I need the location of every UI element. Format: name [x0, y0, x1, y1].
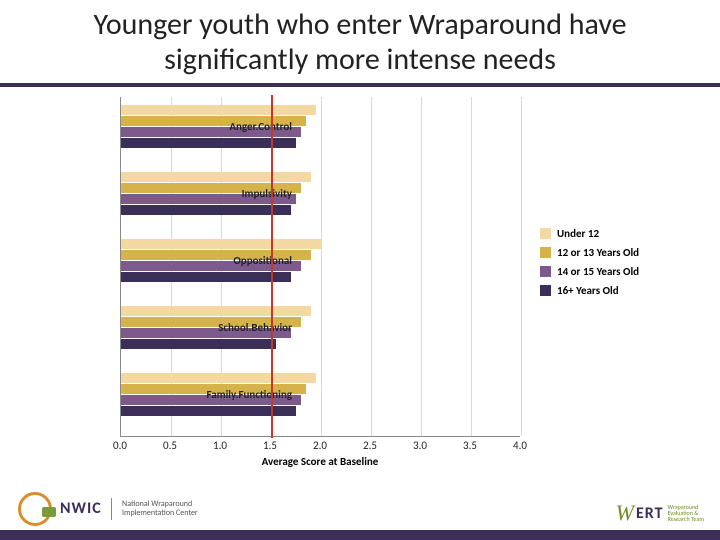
category-label: Anger.Control: [182, 120, 292, 133]
plot-region: [120, 97, 520, 437]
xaxis-tick-label: 4.0: [513, 439, 527, 452]
wert-logo: W ERT Wraparound Evaluation & Research T…: [616, 500, 704, 526]
gridline: [421, 97, 422, 436]
title-underline: [0, 83, 720, 87]
legend-item: Under 12: [540, 227, 639, 240]
legend-item: 12 or 13 Years Old: [540, 246, 639, 259]
legend-label: 12 or 13 Years Old: [557, 246, 639, 259]
bar: [121, 138, 296, 148]
legend-item: 14 or 15 Years Old: [540, 265, 639, 278]
xaxis-tick-label: 3.5: [463, 439, 477, 452]
bar: [121, 205, 291, 215]
xaxis-tick-label: 1.5: [263, 439, 277, 452]
chart-area: 0.00.51.01.52.02.53.03.54.0 Average Scor…: [120, 97, 700, 467]
wert-small: Wraparound Evaluation & Research Team: [668, 504, 704, 522]
nwic-abbr: NWIC: [60, 499, 102, 518]
wert-w-icon: W: [616, 500, 634, 526]
bar: [121, 406, 296, 416]
legend-swatch: [540, 266, 551, 277]
xaxis-tick-label: 0.0: [113, 439, 127, 452]
xaxis-tick-label: 3.0: [413, 439, 427, 452]
xaxis-tick-label: 2.0: [313, 439, 327, 452]
nwic-full: National Wraparound Implementation Cente…: [122, 500, 198, 518]
legend-swatch: [540, 228, 551, 239]
gridline: [521, 97, 522, 436]
bar: [121, 239, 321, 249]
category-label: Oppositional: [182, 254, 292, 267]
page-title: Younger youth who enter Wraparound have …: [0, 0, 720, 83]
category-label: Family.Functioning: [182, 388, 292, 401]
nwic-sep: [111, 498, 112, 520]
category-label: Impulsivity: [182, 187, 292, 200]
bar: [121, 172, 311, 182]
legend: Under 12 12 or 13 Years Old 14 or 15 Years…: [540, 227, 639, 303]
nwic-icon: [18, 492, 52, 526]
gridline: [371, 97, 372, 436]
gridline: [321, 97, 322, 436]
bar: [121, 105, 316, 115]
nwic-logo-text: NWIC National Wraparound Implementation …: [60, 498, 198, 520]
gridline: [471, 97, 472, 436]
xaxis-title: Average Score at Baseline: [120, 455, 520, 468]
wert-rest: ERT: [636, 504, 664, 523]
bar: [121, 373, 316, 383]
reference-line: [271, 95, 273, 438]
bar: [121, 272, 291, 282]
bar: [121, 306, 311, 316]
legend-label: 16+ Years Old: [557, 284, 619, 297]
xaxis-tick-label: 0.5: [163, 439, 177, 452]
category-label: School.Behavior: [182, 321, 292, 334]
bar: [121, 339, 276, 349]
legend-label: Under 12: [557, 227, 599, 240]
nwic-logo: NWIC National Wraparound Implementation …: [18, 492, 198, 526]
legend-swatch: [540, 247, 551, 258]
footer-bar: [0, 530, 720, 540]
wert-s3: Research Team: [668, 515, 704, 523]
legend-swatch: [540, 285, 551, 296]
legend-item: 16+ Years Old: [540, 284, 639, 297]
nwic-line2: Implementation Center: [122, 508, 198, 518]
xaxis-tick-label: 1.0: [213, 439, 227, 452]
legend-label: 14 or 15 Years Old: [557, 265, 639, 278]
xaxis-tick-label: 2.5: [363, 439, 377, 452]
